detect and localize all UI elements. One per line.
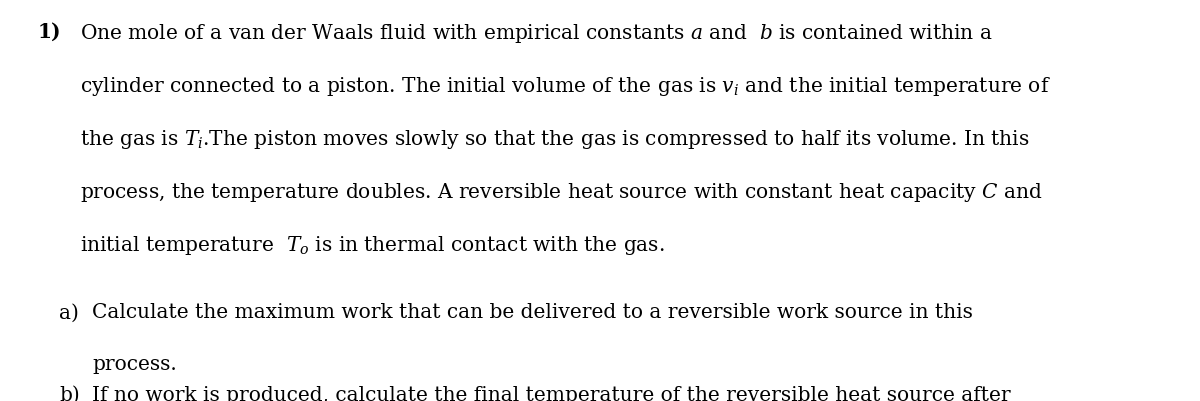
Text: a): a) [59, 303, 79, 322]
Text: process.: process. [92, 354, 176, 373]
Text: cylinder connected to a piston. The initial volume of the gas is $v_i$ and the i: cylinder connected to a piston. The init… [80, 75, 1051, 98]
Text: process, the temperature doubles. A reversible heat source with constant heat ca: process, the temperature doubles. A reve… [80, 181, 1043, 204]
Text: the gas is $T_i$.The piston moves slowly so that the gas is compressed to half i: the gas is $T_i$.The piston moves slowly… [80, 128, 1030, 151]
Text: Calculate the maximum work that can be delivered to a reversible work source in : Calculate the maximum work that can be d… [92, 303, 973, 322]
Text: initial temperature  $T_o$ is in thermal contact with the gas.: initial temperature $T_o$ is in thermal … [80, 234, 665, 257]
Text: If no work is produced, calculate the final temperature of the reversible heat s: If no work is produced, calculate the fi… [92, 385, 1010, 401]
Text: b): b) [59, 385, 79, 401]
Text: One mole of a van der Waals fluid with empirical constants $a$ and  $b$ is conta: One mole of a van der Waals fluid with e… [80, 22, 992, 45]
Text: 1): 1) [38, 22, 61, 42]
